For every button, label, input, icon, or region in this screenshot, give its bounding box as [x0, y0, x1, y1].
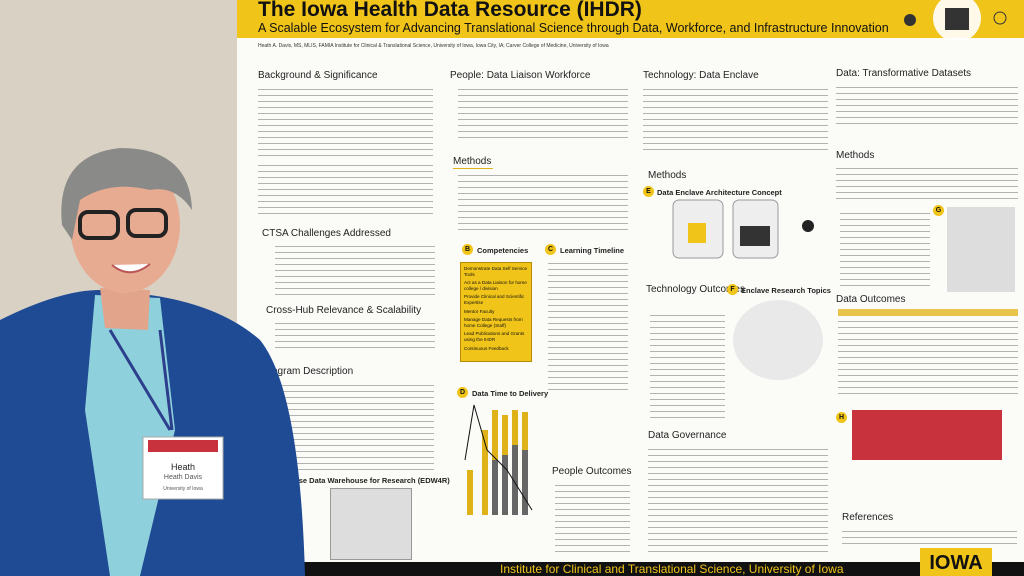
body-text: [258, 162, 433, 216]
delivery-chart: [464, 404, 533, 515]
heading: People Outcomes: [552, 466, 632, 477]
marker: D: [457, 387, 468, 398]
figure: [852, 410, 1002, 460]
heading: People: Data Liaison Workforce: [450, 70, 591, 81]
competency-box: Demonstrate Data Self Service Tools Act a…: [460, 262, 532, 362]
marker: G: [933, 205, 944, 216]
body-text: [458, 86, 628, 142]
heading: Cross-Hub Relevance & Scalability: [266, 305, 422, 316]
marker: B: [462, 244, 473, 255]
poster-title: The Iowa Health Data Resource (IHDR): [258, 0, 642, 21]
heading: CTSA Challenges Addressed: [262, 228, 391, 239]
competency-item: Manage Data Requests from home College (…: [464, 317, 523, 328]
marker: E: [643, 186, 654, 197]
body-text: [458, 172, 628, 234]
body-text: [258, 86, 433, 156]
footer-band: [237, 562, 1024, 576]
table-header: [838, 309, 1018, 316]
heading: Methods: [648, 170, 687, 181]
body-text: [842, 528, 1017, 544]
competency-item: Mentor Faculty: [464, 308, 495, 314]
body-text: [555, 482, 630, 554]
heading: References: [842, 512, 894, 523]
authors: Heath A. Davis, MS, MLIS, FAMIA Institut…: [258, 43, 609, 49]
body-text: [275, 320, 435, 350]
rule: [453, 168, 493, 169]
marker: F: [727, 284, 738, 295]
header-icons: [904, 0, 1007, 40]
body-text: [836, 165, 1018, 201]
poster-subtitle: A Scalable Ecosystem for Advancing Trans…: [258, 21, 889, 35]
badge-first-name: Heath: [170, 462, 196, 472]
table: [838, 318, 1018, 398]
heading: Technology Outcomes: [646, 284, 745, 295]
subheading: Data Time to Delivery: [472, 389, 549, 398]
competency-item: Lead Publications and Grants using the I…: [464, 331, 525, 342]
heading: Technology: Data Enclave: [643, 70, 759, 81]
title-band: [237, 0, 1024, 38]
diagram: [330, 488, 412, 560]
badge-full-name: Heath Davis: [163, 474, 203, 481]
subheading: Data Enclave Architecture Concept: [657, 188, 782, 197]
competency-item: Provide Clinical and Scientific Expertis…: [464, 294, 525, 305]
word-cloud: [733, 300, 823, 380]
competency-item: Continuous Feedback: [464, 345, 509, 351]
marker: C: [545, 244, 556, 255]
footer-text: Institute for Clinical and Translational…: [500, 562, 844, 576]
timeline: [548, 260, 628, 390]
body-text: [840, 210, 930, 288]
heading: Methods: [453, 156, 492, 167]
heading: Data: Transformative Datasets: [836, 68, 972, 79]
person: [0, 148, 305, 576]
heading: Data Outcomes: [836, 294, 906, 305]
marker: H: [836, 412, 847, 423]
competency-item: Act as a Data Liaison for home college /…: [464, 280, 527, 291]
body-text: [643, 86, 828, 154]
subheading: Competencies: [477, 246, 529, 255]
heading: Methods: [836, 150, 875, 161]
heading: Data Governance: [648, 430, 727, 441]
badge-org: University of Iowa: [163, 486, 203, 492]
body-text: [650, 312, 725, 420]
screenshot-thumbs: [947, 207, 1015, 292]
architecture-diagram: [672, 199, 814, 259]
subheading: Learning Timeline: [560, 246, 625, 255]
body-text: [836, 84, 1018, 128]
logo: IOWA: [920, 548, 992, 576]
body-text: [648, 446, 828, 556]
subheading: Enterprise Data Warehouse for Research (…: [270, 476, 450, 485]
heading: Background & Significance: [258, 70, 378, 81]
competency-item: Demonstrate Data Self Service Tools: [464, 266, 528, 277]
heading: Program Description: [262, 366, 354, 377]
body-text: [275, 243, 435, 299]
subheading: Enclave Research Topics: [741, 286, 831, 295]
